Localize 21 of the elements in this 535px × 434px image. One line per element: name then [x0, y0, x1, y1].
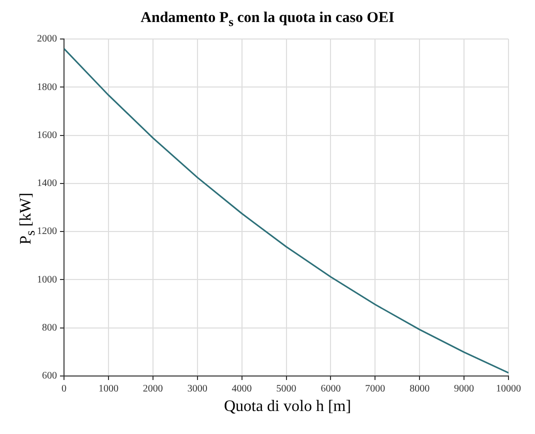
x-tick-label: 4000 [232, 384, 252, 395]
x-tick-label: 3000 [187, 384, 208, 395]
y-tick-label: 1000 [37, 274, 57, 286]
x-tick-label: 5000 [276, 384, 296, 395]
x-tick-label: 0 [62, 384, 66, 395]
y-tick-label: 1600 [37, 130, 57, 141]
x-tick-label: 8000 [410, 384, 430, 395]
y-tick-label: 800 [42, 322, 57, 334]
x-tick-label: 7000 [365, 384, 386, 395]
x-axis-title: Quota di volo h [m] [222, 398, 352, 416]
x-tick-label: 2000 [142, 384, 163, 395]
y-tick-label: 1800 [37, 82, 57, 93]
x-tick-label: 1000 [98, 384, 118, 395]
y-tick-label: 2000 [37, 34, 57, 45]
x-tick-label: 10000 [496, 384, 521, 395]
chart-title: Andamento P$_{s}$ con la quota in caso OEI [140, 10, 396, 30]
x-tick-label: 9000 [454, 384, 474, 395]
x-tick-label: 6000 [320, 384, 341, 395]
y-tick-label: 1200 [37, 226, 57, 238]
y-tick-label: 1400 [37, 178, 57, 190]
y-tick-label: 600 [42, 370, 57, 382]
